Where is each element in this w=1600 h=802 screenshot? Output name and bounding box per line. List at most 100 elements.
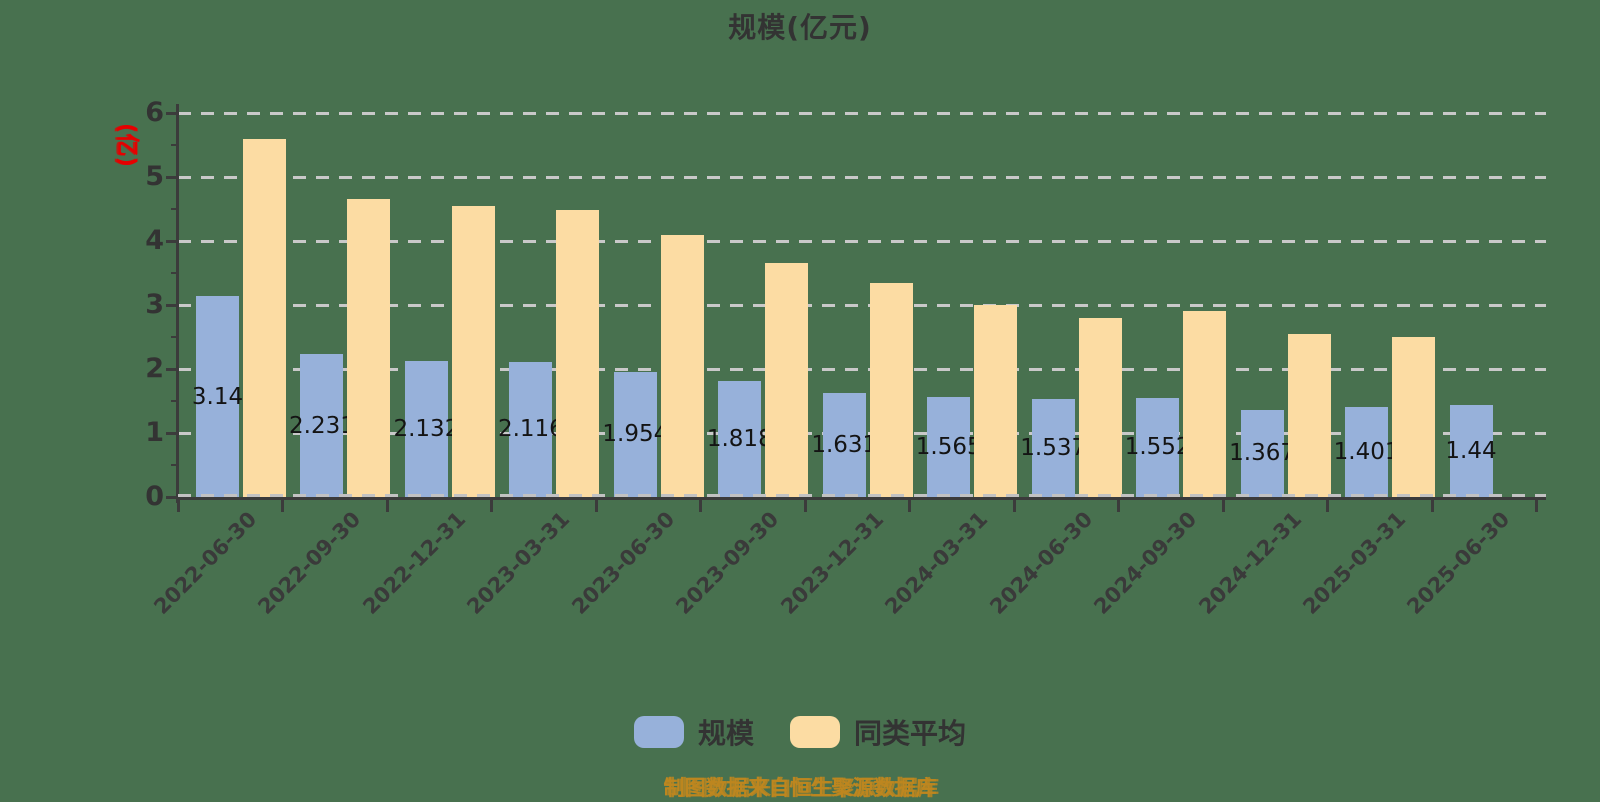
bar-scale-2022-12-31[interactable] bbox=[404, 360, 448, 497]
x-tick bbox=[281, 500, 285, 512]
gridline-y-5 bbox=[178, 176, 1546, 179]
gridline-y-6 bbox=[178, 112, 1546, 115]
bar-value-label: 1.552 bbox=[1124, 434, 1191, 461]
legend-item-scale[interactable]: 规模 bbox=[633, 712, 754, 752]
bar-average-2022-12-31[interactable] bbox=[451, 205, 495, 497]
y-minor-tick bbox=[171, 208, 178, 210]
bar-average-2023-09-30[interactable] bbox=[765, 263, 809, 497]
y-tick bbox=[166, 112, 178, 115]
x-axis-label: 2022-12-31 bbox=[358, 507, 471, 619]
legend-item-average[interactable]: 同类平均 bbox=[790, 712, 966, 752]
y-tick bbox=[166, 496, 178, 499]
bar-scale-2023-03-31[interactable] bbox=[509, 361, 553, 497]
bar-scale-2024-03-31[interactable] bbox=[927, 396, 971, 497]
legend: 规模 同类平均 bbox=[0, 712, 1600, 752]
bar-scale-2023-09-30[interactable] bbox=[718, 380, 762, 497]
bar-average-2023-06-30[interactable] bbox=[660, 234, 704, 497]
gridline-y-4 bbox=[178, 240, 1546, 243]
y-minor-tick bbox=[171, 336, 178, 338]
bar-value-label: 1.401 bbox=[1333, 439, 1400, 466]
bar-scale-2025-03-31[interactable] bbox=[1345, 407, 1389, 497]
bar-scale-2024-06-30[interactable] bbox=[1031, 398, 1075, 497]
bar-average-2024-12-31[interactable] bbox=[1287, 333, 1331, 497]
x-axis bbox=[176, 497, 1546, 500]
gridline-y-2 bbox=[178, 368, 1546, 371]
gridline-y-3 bbox=[178, 304, 1546, 307]
chart-title: 规模(亿元) bbox=[728, 11, 872, 44]
bar-value-label: 1.367 bbox=[1229, 440, 1296, 467]
x-tick bbox=[1012, 500, 1016, 512]
bar-value-label: 1.954 bbox=[602, 421, 669, 448]
x-tick bbox=[385, 500, 389, 512]
bar-scale-2024-12-31[interactable] bbox=[1240, 409, 1284, 497]
x-tick bbox=[1326, 500, 1330, 512]
bar-scale-2025-06-30[interactable] bbox=[1449, 404, 1493, 497]
x-tick bbox=[803, 500, 807, 512]
bar-scale-2022-09-30[interactable] bbox=[300, 354, 344, 497]
bar-average-2022-09-30[interactable] bbox=[347, 199, 391, 497]
bar-value-label: 1.44 bbox=[1445, 437, 1497, 464]
source-caption: 制图数据来自恒生聚源数据库 bbox=[663, 776, 937, 800]
bar-scale-2024-09-30[interactable] bbox=[1136, 397, 1180, 497]
y-tick-label: 1 bbox=[145, 417, 164, 448]
x-tick bbox=[1117, 500, 1121, 512]
bar-value-label: 2.132 bbox=[393, 415, 460, 442]
bar-value-label: 3.14 bbox=[191, 383, 244, 410]
y-tick-label: 6 bbox=[145, 97, 164, 128]
bar-value-label: 2.116 bbox=[497, 416, 564, 443]
legend-label-scale: 规模 bbox=[697, 717, 754, 750]
bar-value-label: 1.537 bbox=[1020, 434, 1087, 461]
x-tick bbox=[699, 500, 703, 512]
bar-average-2024-03-31[interactable] bbox=[974, 305, 1018, 497]
bar-scale-2023-06-30[interactable] bbox=[613, 371, 657, 497]
y-tick-label: 2 bbox=[145, 353, 164, 384]
y-tick bbox=[166, 368, 178, 371]
bar-scale-2022-06-30[interactable] bbox=[196, 296, 239, 497]
bar-value-label: 1.631 bbox=[811, 431, 878, 458]
x-axis-label: 2025-03-31 bbox=[1298, 507, 1411, 619]
y-tick-label: 4 bbox=[145, 225, 164, 256]
x-tick bbox=[1535, 500, 1538, 512]
bar-scale-2023-12-31[interactable] bbox=[822, 392, 866, 497]
y-axis bbox=[176, 104, 179, 503]
legend-swatch-scale-icon bbox=[633, 716, 684, 748]
x-tick bbox=[594, 500, 598, 512]
bar-average-2022-06-30[interactable] bbox=[243, 138, 286, 497]
y-tick bbox=[166, 176, 178, 179]
x-tick bbox=[490, 500, 494, 512]
x-axis-label: 2025-06-30 bbox=[1402, 507, 1515, 619]
y-tick-label: 0 bbox=[145, 481, 164, 512]
x-axis-label: 2022-09-30 bbox=[253, 507, 366, 619]
y-tick-label: 3 bbox=[145, 289, 164, 320]
gridline-y-0 bbox=[178, 494, 1546, 497]
x-axis-label: 2024-03-31 bbox=[880, 507, 993, 619]
bar-value-label: 1.565 bbox=[915, 433, 982, 460]
y-minor-tick bbox=[171, 400, 178, 402]
bar-average-2023-12-31[interactable] bbox=[869, 282, 913, 497]
legend-swatch-average-icon bbox=[790, 716, 840, 748]
x-tick bbox=[1221, 500, 1225, 512]
x-axis-label: 2023-09-30 bbox=[671, 507, 784, 619]
x-tick bbox=[177, 500, 180, 512]
y-tick bbox=[166, 432, 178, 435]
x-axis-label: 2023-03-31 bbox=[462, 507, 575, 619]
bar-average-2025-03-31[interactable] bbox=[1392, 337, 1436, 497]
bar-average-2023-03-31[interactable] bbox=[556, 210, 600, 497]
x-tick bbox=[1430, 500, 1434, 512]
legend-label-average: 同类平均 bbox=[854, 717, 967, 750]
x-axis-label: 2024-06-30 bbox=[984, 507, 1097, 619]
y-minor-tick bbox=[171, 464, 178, 466]
y-tick bbox=[166, 304, 178, 307]
y-minor-tick bbox=[171, 144, 178, 146]
y-tick bbox=[166, 240, 178, 243]
x-axis-label: 2024-09-30 bbox=[1089, 507, 1202, 619]
x-tick bbox=[908, 500, 912, 512]
x-axis-label: 2024-12-31 bbox=[1193, 507, 1306, 619]
bar-average-2024-09-30[interactable] bbox=[1183, 311, 1227, 497]
x-axis-label: 2023-06-30 bbox=[567, 507, 680, 619]
bar-average-2024-06-30[interactable] bbox=[1078, 317, 1122, 497]
x-axis-label: 2023-12-31 bbox=[776, 507, 888, 619]
bar-value-label: 2.231 bbox=[289, 412, 355, 439]
y-tick-label: 5 bbox=[145, 161, 164, 192]
y-minor-tick bbox=[171, 272, 178, 274]
